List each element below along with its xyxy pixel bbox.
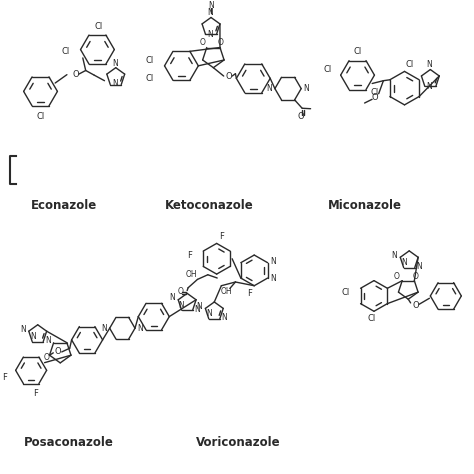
Text: Cl: Cl: [354, 47, 362, 56]
Text: N: N: [112, 59, 118, 68]
Text: O: O: [55, 347, 61, 356]
Text: Cl: Cl: [367, 314, 376, 323]
Text: N: N: [208, 1, 214, 10]
Text: Miconazole: Miconazole: [328, 199, 401, 212]
Text: Ketoconazole: Ketoconazole: [165, 199, 254, 212]
Text: N: N: [45, 336, 51, 345]
Text: N: N: [427, 82, 432, 91]
Text: N: N: [417, 262, 422, 271]
Text: O: O: [218, 38, 224, 47]
Text: Cl: Cl: [146, 74, 154, 83]
Text: N: N: [270, 274, 276, 283]
Text: N: N: [101, 324, 107, 333]
Text: F: F: [247, 289, 252, 298]
Text: F: F: [2, 373, 7, 382]
Text: OH: OH: [220, 287, 232, 296]
Text: OH: OH: [186, 270, 198, 279]
Text: N: N: [207, 9, 213, 18]
Text: Voriconazole: Voriconazole: [195, 436, 280, 449]
Text: N: N: [401, 258, 407, 267]
Text: O: O: [178, 287, 183, 296]
Text: N: N: [266, 84, 272, 93]
Text: F: F: [33, 389, 38, 398]
Text: Cl: Cl: [36, 112, 45, 121]
Text: O: O: [298, 112, 304, 121]
Text: N: N: [207, 30, 213, 39]
Text: N: N: [20, 325, 26, 334]
Text: O: O: [371, 93, 378, 102]
Text: Cl: Cl: [62, 47, 70, 56]
Text: Cl: Cl: [405, 60, 413, 69]
Text: F: F: [219, 232, 224, 241]
Text: N: N: [194, 305, 200, 314]
Text: N: N: [427, 60, 432, 69]
Text: O: O: [225, 72, 232, 81]
Text: Econazole: Econazole: [31, 199, 97, 212]
Text: N: N: [270, 257, 276, 266]
Text: N: N: [112, 79, 118, 88]
Text: O: O: [412, 272, 418, 281]
Text: O: O: [200, 38, 206, 47]
Text: N: N: [303, 84, 309, 93]
Text: Cl: Cl: [342, 288, 350, 297]
Text: F: F: [187, 251, 192, 260]
Text: N: N: [196, 302, 202, 311]
Text: N: N: [206, 309, 212, 318]
Text: N: N: [170, 293, 175, 302]
Text: O: O: [72, 70, 79, 79]
Text: N: N: [137, 324, 143, 333]
Text: O: O: [393, 273, 400, 282]
Text: Posaconazole: Posaconazole: [24, 436, 114, 449]
Text: N: N: [179, 301, 184, 310]
Text: Cl: Cl: [371, 88, 379, 97]
Text: N: N: [222, 313, 228, 322]
Text: N: N: [392, 251, 397, 260]
Text: N: N: [30, 332, 36, 341]
Text: Cl: Cl: [146, 56, 154, 65]
Text: Cl: Cl: [94, 22, 102, 31]
Text: O: O: [44, 353, 50, 362]
Text: O: O: [412, 301, 419, 310]
Text: Cl: Cl: [324, 65, 332, 74]
